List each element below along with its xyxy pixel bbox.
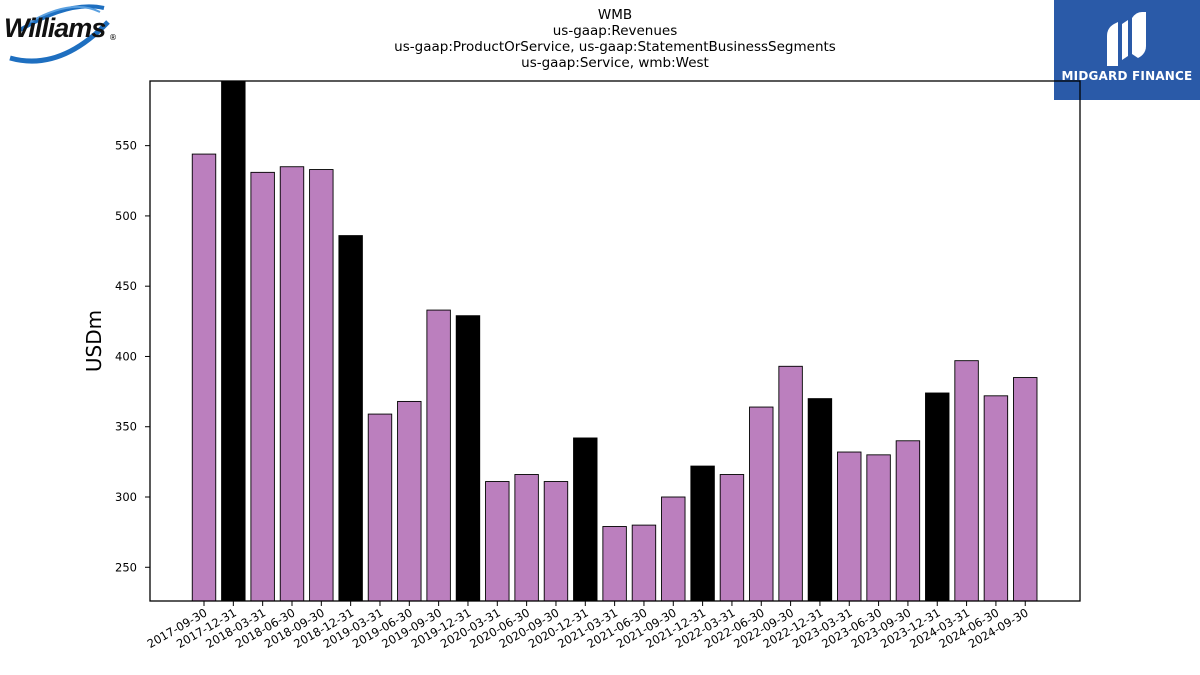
bar-2023-03-31 [837, 451, 862, 602]
bar-2019-06-30 [397, 400, 422, 602]
williams-logo: Williams ® [0, 0, 125, 70]
midgard-finance-logo: MIDGARD FINANCE [1054, 0, 1200, 100]
bars-group [191, 80, 1038, 602]
bar-2018-03-31 [250, 171, 275, 602]
bar-2020-09-30 [543, 481, 569, 602]
x-axis: 2017-09-302017-12-312018-03-312018-06-30… [145, 601, 1031, 651]
y-tick-label-500: 500 [115, 209, 137, 223]
bar-2022-03-31 [719, 474, 745, 602]
y-tick-label-550: 550 [115, 139, 137, 153]
bar-2022-12-31 [807, 398, 833, 602]
bar-2019-12-31 [455, 315, 481, 602]
williams-swoosh-icon [9, 4, 110, 64]
midgard-monogram-icon [1107, 12, 1146, 66]
title-line-4: us-gaap:Service, wmb:West [521, 55, 709, 71]
bar-2018-06-30 [279, 166, 305, 602]
williams-wordmark: Williams [4, 13, 106, 43]
bar-2020-03-31 [485, 481, 510, 602]
y-axis-label: USDm [82, 310, 106, 372]
y-tick-label-400: 400 [115, 349, 137, 363]
bar-2021-03-31 [602, 526, 627, 602]
bar-2019-09-30 [426, 309, 451, 602]
bar-2021-12-31 [690, 465, 715, 602]
bar-2020-12-31 [573, 437, 598, 602]
title-line-1: WMB [597, 7, 633, 23]
bar-2019-03-31 [367, 413, 393, 602]
bar-2023-12-31 [925, 392, 950, 602]
y-tick-label-250: 250 [115, 560, 137, 574]
bar-2021-06-30 [631, 524, 657, 602]
bar-2024-06-30 [983, 395, 1009, 602]
bar-2023-09-30 [895, 440, 921, 602]
title-line-3: us-gaap:ProductOrService, us-gaap:Statem… [394, 39, 836, 55]
title-line-2: us-gaap:Revenues [552, 23, 678, 39]
registered-mark: ® [109, 33, 117, 42]
bar-2024-03-31 [954, 360, 979, 602]
bar-2020-06-30 [514, 474, 539, 602]
y-tick-label-300: 300 [115, 490, 137, 504]
bar-2021-09-30 [661, 496, 686, 602]
bar-2022-09-30 [778, 365, 803, 602]
y-axis: 250 300 350 400 450 500 550 [115, 139, 150, 574]
chart-title: WMB us-gaap:Revenues us-gaap:ProductOrSe… [150, 7, 1080, 71]
y-tick-label-350: 350 [115, 420, 137, 434]
bar-2023-06-30 [866, 454, 891, 602]
bar-2017-12-31 [221, 80, 246, 602]
bar-2024-09-30 [1013, 377, 1038, 602]
bar-2018-09-30 [309, 169, 334, 602]
midgard-brand-text: MIDGARD FINANCE [1061, 69, 1193, 83]
bar-2018-12-31 [338, 235, 363, 602]
bar-2022-06-30 [749, 406, 774, 602]
y-tick-label-450: 450 [115, 279, 137, 293]
bar-2017-09-30 [191, 153, 217, 602]
